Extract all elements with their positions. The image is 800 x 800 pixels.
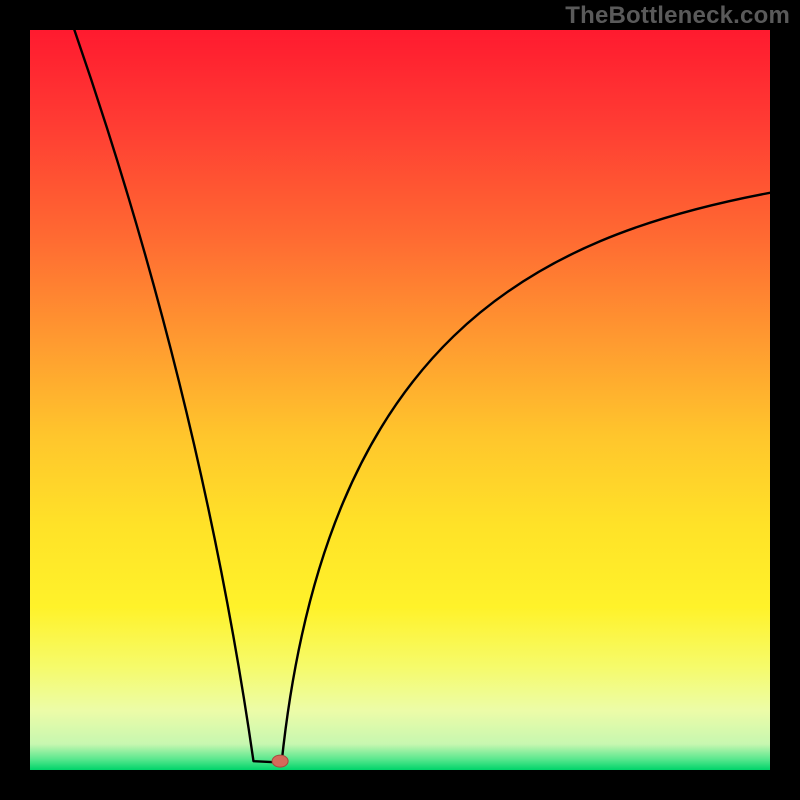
plot-area (30, 30, 770, 770)
chart-frame: TheBottleneck.com (0, 0, 800, 800)
optimal-point-marker (272, 755, 288, 767)
watermark-text: TheBottleneck.com (565, 2, 790, 30)
